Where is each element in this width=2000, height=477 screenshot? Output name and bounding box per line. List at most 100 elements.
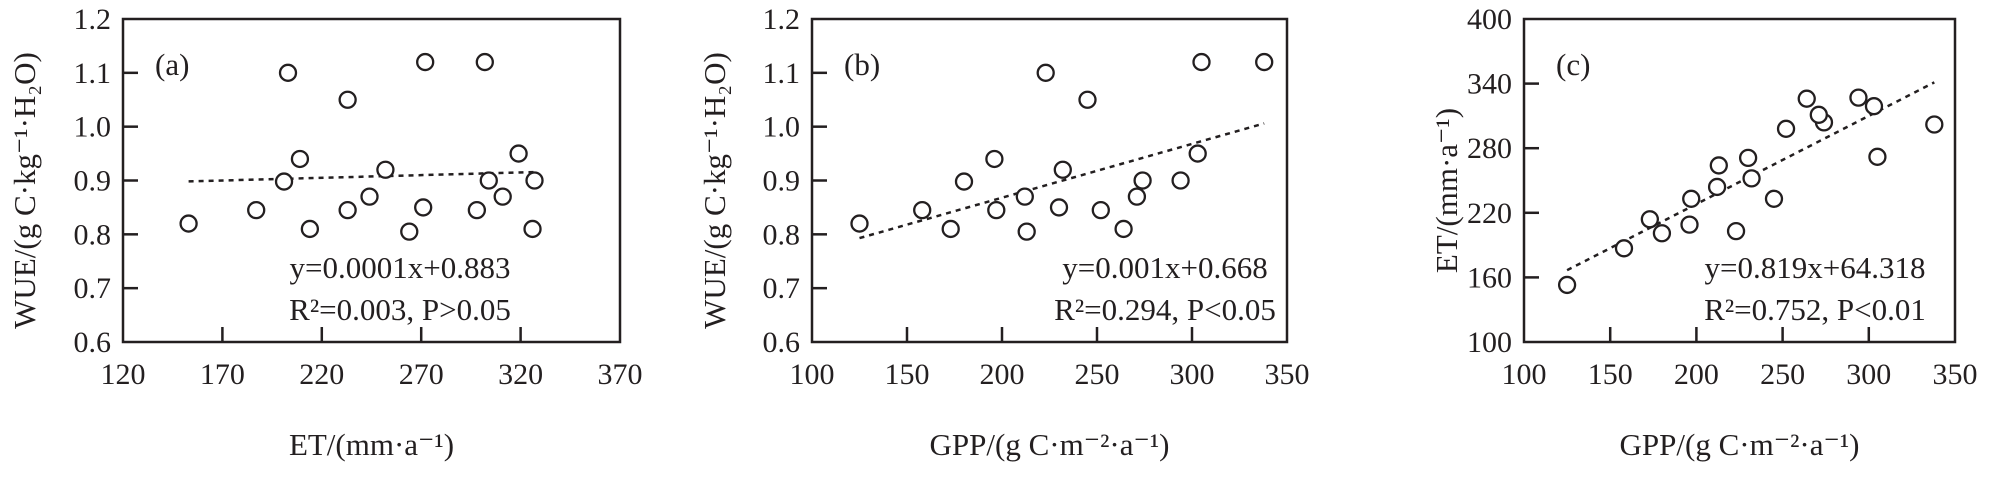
data-point <box>1849 88 1868 107</box>
x-tick-label: 150 <box>885 358 930 391</box>
data-point <box>1614 239 1634 258</box>
regression-stats: R²=0.003, P>0.05 <box>289 292 511 327</box>
data-point <box>523 219 542 239</box>
data-point <box>467 200 487 220</box>
data-point <box>338 90 357 109</box>
data-point <box>1864 97 1884 116</box>
y-tick-label: 0.7 <box>74 272 112 305</box>
data-point <box>1776 119 1796 138</box>
data-point <box>1640 210 1660 229</box>
data-point <box>1742 169 1761 188</box>
y-tick-label: 0.6 <box>763 326 801 359</box>
x-tick-label: 270 <box>399 358 444 391</box>
data-point <box>475 52 494 72</box>
x-tick-label: 370 <box>598 358 643 391</box>
panel-label: (c) <box>1556 47 1590 82</box>
data-point <box>1764 189 1784 208</box>
data-point <box>179 214 198 233</box>
y-tick-label: 0.8 <box>74 218 112 251</box>
y-tick-label: 0.8 <box>763 218 801 251</box>
x-tick-label: 300 <box>1170 358 1215 391</box>
data-point <box>414 198 433 217</box>
x-tick-label: 300 <box>1846 358 1891 391</box>
x-tick-label: 250 <box>1075 358 1120 391</box>
data-point <box>416 52 435 72</box>
regression-stats: R²=0.752, P<0.01 <box>1704 292 1926 327</box>
data-point <box>376 160 395 179</box>
x-axis-label: ET/(mm·a⁻¹) <box>289 427 454 462</box>
x-tick-label: 250 <box>1760 358 1805 391</box>
plot-frame <box>1522 17 1957 344</box>
regression-equation: y=0.819x+64.318 <box>1705 250 1926 285</box>
data-point <box>278 63 298 82</box>
data-point <box>1036 63 1055 82</box>
data-point <box>1015 187 1034 206</box>
data-point <box>1925 115 1944 134</box>
panel-label: (b) <box>844 47 880 82</box>
data-point <box>1255 52 1274 72</box>
data-point <box>1738 148 1758 168</box>
data-point <box>247 200 266 220</box>
data-point <box>509 144 528 163</box>
y-tick-label: 1.2 <box>74 3 112 36</box>
y-tick-label: 1.1 <box>74 57 112 90</box>
regression-equation: y=0.0001x+0.883 <box>290 250 511 285</box>
x-tick-label: 320 <box>498 358 543 391</box>
y-tick-label: 1.2 <box>763 3 801 36</box>
x-tick-label: 200 <box>1674 358 1719 391</box>
data-point <box>274 172 294 191</box>
data-point <box>1709 156 1728 175</box>
x-tick-label: 350 <box>1933 358 1978 391</box>
data-point <box>479 171 498 190</box>
y-tick-label: 0.9 <box>74 165 112 198</box>
panel-b: 0.6 0.7 0.8 0.9 1.0 1.1 1.2 100 150 200 250 300 350 G… <box>697 3 1309 462</box>
data-point <box>1682 189 1701 208</box>
data-point <box>1133 171 1152 190</box>
data-point <box>1192 52 1211 72</box>
data-point <box>1797 89 1816 108</box>
data-point <box>941 219 960 239</box>
data-point <box>1707 177 1727 197</box>
regression-stats: R²=0.294, P<0.05 <box>1054 292 1276 327</box>
data-point <box>987 200 1006 220</box>
y-tick-label: 160 <box>1467 261 1512 294</box>
y-tick-label: 1.1 <box>763 57 801 90</box>
y-axis-label: WUE/(g C·kg⁻¹·H₂O) <box>7 52 42 329</box>
y-tick-label: 280 <box>1467 132 1512 165</box>
data-point <box>290 149 310 169</box>
x-tick-label: 350 <box>1265 358 1310 391</box>
data-point <box>954 172 974 191</box>
trend-line <box>188 170 535 183</box>
y-tick-label: 100 <box>1467 326 1512 359</box>
regression-equation: y=0.001x+0.668 <box>1062 250 1267 285</box>
y-tick-label: 220 <box>1467 197 1512 230</box>
data-point <box>525 171 544 190</box>
x-tick-label: 220 <box>299 358 344 391</box>
data-point <box>360 187 379 206</box>
panel-c: 100 160 220 280 340 400 100 150 200 250 300 350 GPP/… <box>1429 3 1977 462</box>
data-point <box>985 149 1004 169</box>
data-point <box>1809 105 1828 124</box>
data-point <box>850 214 869 233</box>
panel-a: 0.6 0.7 0.8 0.9 1.0 1.1 1.2 120 170 220 270 320 370 E… <box>7 3 642 462</box>
data-point <box>1868 147 1887 166</box>
data-point <box>1127 187 1147 206</box>
y-axis-label: WUE/(g C·kg⁻¹·H₂O) <box>697 52 732 329</box>
panel-label: (a) <box>155 47 189 82</box>
y-tick-label: 0.9 <box>763 165 801 198</box>
data-point <box>338 200 357 220</box>
x-tick-label: 150 <box>1588 358 1633 391</box>
data-point <box>300 219 320 239</box>
data-point <box>1017 222 1036 241</box>
data-point <box>1053 160 1072 179</box>
y-tick-label: 1.0 <box>763 111 801 144</box>
y-tick-label: 0.7 <box>763 272 801 305</box>
data-point <box>493 187 512 206</box>
data-point <box>1652 224 1672 243</box>
data-point <box>1557 275 1577 295</box>
trend-line <box>859 122 1265 240</box>
x-tick-label: 100 <box>790 358 835 391</box>
data-point <box>1726 221 1746 241</box>
y-axis-label: ET/(mm·a⁻¹) <box>1429 108 1464 273</box>
